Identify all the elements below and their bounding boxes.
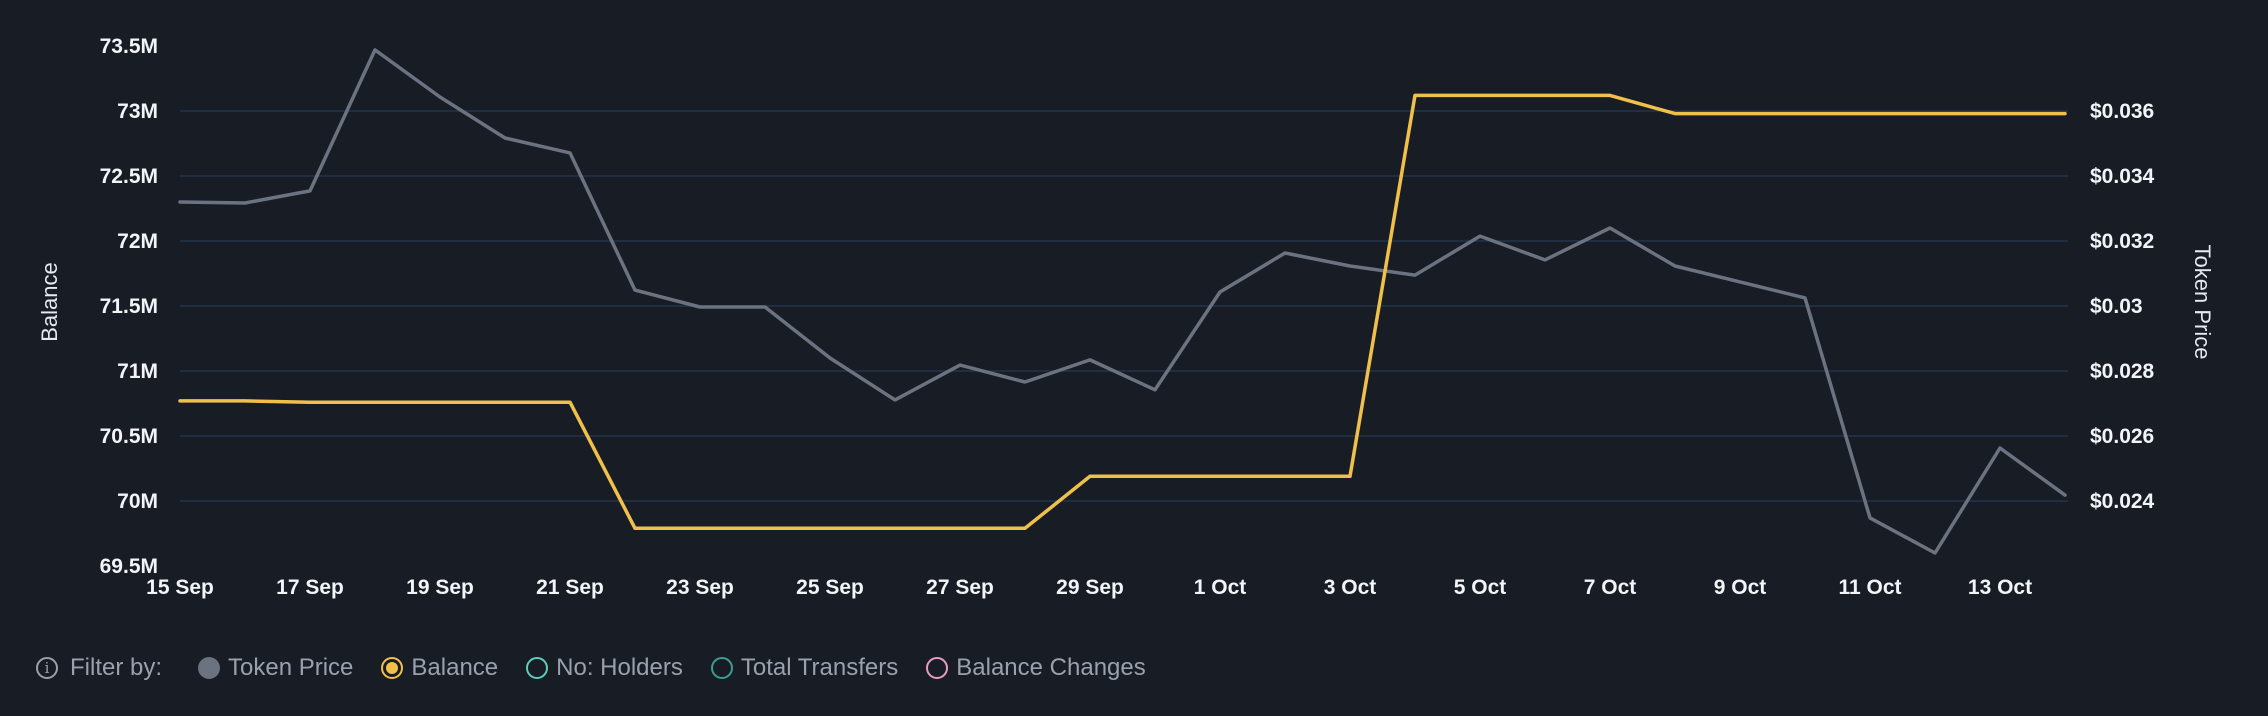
legend-item-no-holders[interactable]: No: Holders xyxy=(526,654,683,682)
x-tick-label: 5 Oct xyxy=(1454,576,1507,599)
y-tick-label: $0.032 xyxy=(2090,230,2154,253)
y-tick-label: 70M xyxy=(117,490,158,513)
x-tick-label: 9 Oct xyxy=(1714,576,1767,599)
legend-item-total-transfers[interactable]: Total Transfers xyxy=(710,654,899,682)
x-tick-label: 23 Sep xyxy=(666,576,734,599)
x-tick-label: 11 Oct xyxy=(1838,576,1901,599)
legend-item-balance-changes[interactable]: Balance Changes xyxy=(926,654,1146,682)
y-axis-left-ticks: 73.5M 73M 72.5M 72M 71.5M 71M 70.5M 70M 69.5M xyxy=(100,35,158,578)
radio-empty-icon xyxy=(526,657,549,679)
legend-label: No: Holders xyxy=(556,654,683,681)
radio-empty-icon xyxy=(926,657,949,679)
x-tick-label: 15 Sep xyxy=(146,576,214,599)
y-axis-right-ticks: $0.036 $0.034 $0.032 $0.03 $0.028 $0.026 $0.02… xyxy=(2090,100,2155,513)
y-tick-label: 73.5M xyxy=(100,35,158,58)
x-tick-label: 29 Sep xyxy=(1056,576,1124,599)
radio-empty-icon xyxy=(710,657,733,679)
y-axis-left-title: Balance xyxy=(37,262,62,342)
y-tick-label: 72.5M xyxy=(100,165,158,188)
filter-label: Filter by: xyxy=(70,654,163,681)
legend-label: Balance xyxy=(411,654,499,681)
y-tick-label: $0.024 xyxy=(2090,490,2155,513)
y-tick-label: $0.03 xyxy=(2090,295,2143,318)
y-axis-right-title: Token Price xyxy=(2190,245,2215,360)
series-lines xyxy=(178,48,2067,555)
y-tick-label: 71.5M xyxy=(100,295,158,318)
radio-selected-icon xyxy=(381,657,404,679)
x-tick-label: 27 Sep xyxy=(926,576,994,599)
x-tick-label: 1 Oct xyxy=(1194,576,1247,599)
legend-item-token-price[interactable]: Token Price xyxy=(198,654,353,682)
gridlines xyxy=(180,110,2068,502)
y-tick-label: 71M xyxy=(117,360,158,383)
x-tick-label: 17 Sep xyxy=(276,576,344,599)
y-tick-label: 72M xyxy=(117,230,158,253)
legend-label: Total Transfers xyxy=(740,654,899,681)
chart-container: 73.5M 73M 72.5M 72M 71.5M 71M 70.5M 70M 69.5M $0… xyxy=(37,35,2215,599)
legend-label: Token Price xyxy=(228,654,354,681)
y-tick-label: $0.034 xyxy=(2090,165,2155,188)
x-tick-label: 13 Oct xyxy=(1968,576,2032,599)
filled-dot-icon xyxy=(198,657,221,679)
y-tick-label: $0.028 xyxy=(2090,360,2155,383)
x-tick-label: 25 Sep xyxy=(796,576,864,599)
y-tick-label: 70.5M xyxy=(100,425,158,448)
x-tick-label: 19 Sep xyxy=(406,576,474,599)
line-chart: 73.5M 73M 72.5M 72M 71.5M 71M 70.5M 70M 69.5M $0… xyxy=(37,35,2215,599)
legend-item-balance[interactable]: Balance xyxy=(381,654,498,682)
filter-by: i Filter by: xyxy=(36,654,162,682)
y-tick-label: $0.036 xyxy=(2090,100,2154,123)
legend-filter-bar: i Filter by: Token Price Balance No: Hol… xyxy=(36,650,1174,686)
info-icon[interactable]: i xyxy=(36,657,58,679)
y-tick-label: $0.026 xyxy=(2090,425,2154,448)
y-tick-label: 69.5M xyxy=(100,555,158,578)
x-axis-ticks: 15 Sep 17 Sep 19 Sep 21 Sep 23 Sep 25 Sep 27 S… xyxy=(146,576,2032,599)
legend-label: Balance Changes xyxy=(956,654,1146,681)
token-price-line[interactable] xyxy=(178,48,2067,555)
y-tick-label: 73M xyxy=(117,100,158,123)
x-tick-label: 7 Oct xyxy=(1584,576,1637,599)
x-tick-label: 21 Sep xyxy=(536,576,604,599)
x-tick-label: 3 Oct xyxy=(1324,576,1377,599)
balance-line[interactable] xyxy=(178,93,2067,531)
